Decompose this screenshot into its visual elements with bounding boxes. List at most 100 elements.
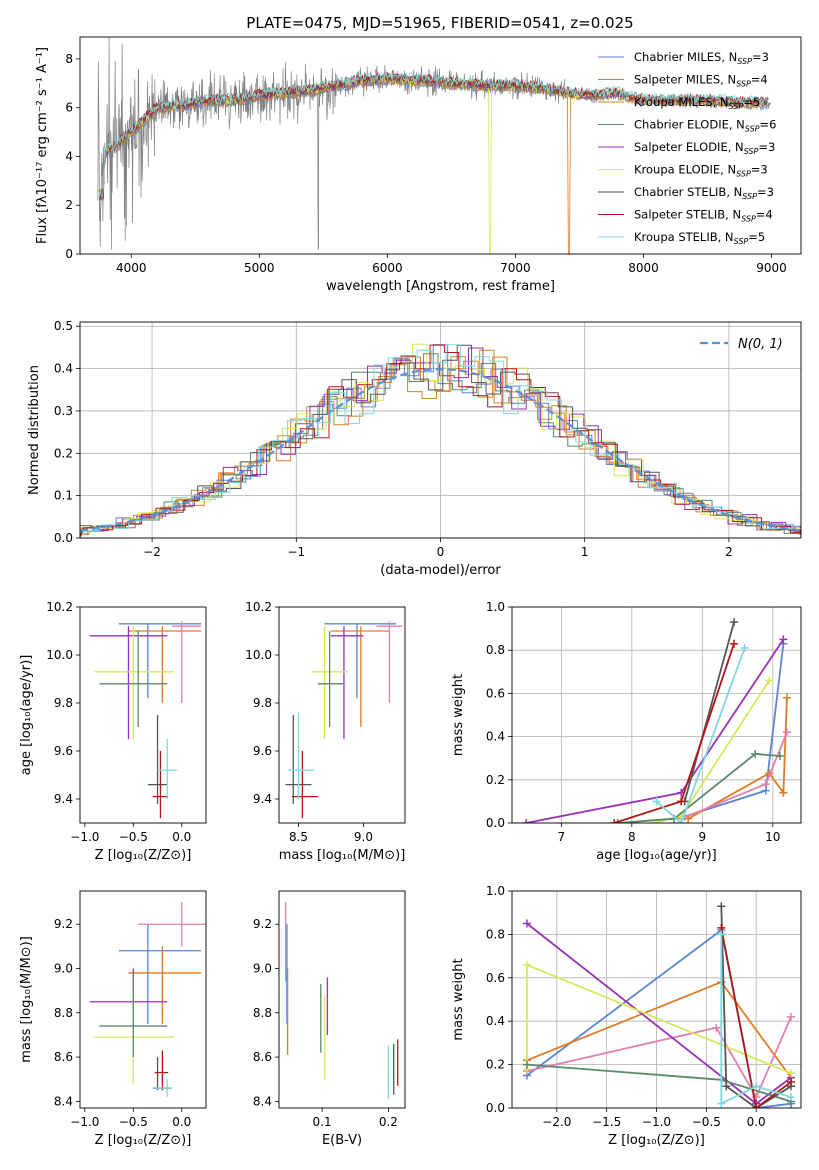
plot-area — [285, 621, 403, 819]
x-tick-label: −0.5 — [119, 1115, 148, 1129]
x-axis-label: Z [log₁₀(Z/Z⊙)] — [95, 848, 192, 863]
y-tick-label: 9.0 — [54, 962, 73, 976]
x-axis-label: wavelength [Angstrom, rest frame] — [326, 279, 555, 294]
plot-area — [80, 343, 801, 538]
y-tick-label: 8.6 — [54, 1050, 73, 1064]
legend-entry: N(0, 1) — [738, 337, 783, 352]
weight-marker — [730, 618, 739, 627]
panel-residuals: −2 −1 0 1 2 0.0 0.1 0.2 0.3 0.4 0.5 (data-model)/er… — [27, 319, 802, 578]
y-tick-label: 0.4 — [486, 730, 505, 744]
weight-series-line — [655, 647, 746, 823]
y-tick-label: 9.4 — [54, 792, 73, 806]
x-tick-label: −1 — [287, 545, 305, 559]
errorbar-point — [147, 715, 168, 804]
x-tick-label: 10 — [765, 830, 780, 844]
legend-entry: Kroupa STELIB, NSSP=5 — [634, 230, 765, 246]
panel-age_vs_mass: 8.5 9.0 9.4 9.6 9.8 10.0 10.2 mass [log₁₀(M/M⊙)… — [245, 600, 406, 863]
histogram-series — [80, 344, 801, 538]
weight-series-line — [687, 697, 788, 820]
y-tick-label: 9.2 — [253, 917, 272, 931]
y-axis-label: Flux [fλ10⁻¹⁷ erg cm⁻² s⁻¹ A⁻¹] — [35, 47, 50, 244]
x-tick-label: 7000 — [500, 261, 531, 275]
x-tick-label: 0.1 — [313, 1115, 332, 1129]
plot-frame — [79, 36, 802, 255]
histogram-series — [80, 347, 801, 538]
y-tick-label: 0.6 — [486, 686, 505, 700]
y-tick-label: 8.4 — [253, 1094, 272, 1108]
y-tick-label: 9.6 — [54, 744, 73, 758]
histogram-series — [80, 344, 801, 538]
y-axis-label: Normed distribution — [27, 365, 42, 495]
errorbar-point — [99, 972, 168, 1058]
x-tick-label: 0.0 — [172, 1115, 191, 1129]
plot-frame — [79, 890, 207, 1109]
weight-marker — [610, 819, 619, 823]
weight-marker — [522, 1060, 531, 1069]
y-tick-label: 10.0 — [245, 648, 272, 662]
x-axis-label: (data-model)/error — [380, 563, 501, 578]
legend-entry: Chabrier MILES, NSSP=3 — [634, 50, 769, 66]
weight-marker — [787, 1093, 796, 1102]
errorbar-point — [118, 924, 202, 1024]
x-tick-label: −2 — [143, 545, 161, 559]
y-axis-label: mass weight — [451, 958, 466, 1040]
errorbar-point — [89, 968, 168, 1035]
legend-entry: Salpeter ELODIE, NSSP=3 — [634, 140, 775, 156]
weight-series-line — [720, 934, 792, 1106]
errorbar-point — [152, 1079, 173, 1097]
weight-series-line — [526, 981, 792, 1079]
weight-series-line — [720, 906, 792, 1108]
plot-frame — [79, 606, 207, 824]
weight-marker — [782, 693, 791, 702]
weight-marker — [522, 919, 531, 928]
x-tick-label: 0 — [437, 545, 445, 559]
y-tick-label: 4 — [65, 149, 73, 163]
weight-marker — [751, 749, 760, 758]
x-tick-label: 8 — [628, 830, 636, 844]
y-tick-label: 0.2 — [54, 446, 73, 460]
y-tick-label: 0.0 — [486, 1101, 505, 1115]
x-axis-label: Z [log₁₀(Z/Z⊙)] — [95, 1133, 192, 1148]
y-tick-label: 0.2 — [486, 773, 505, 787]
y-tick-label: 10.2 — [46, 600, 73, 614]
x-axis-label: Z [log₁₀(Z/Z⊙)] — [608, 1133, 705, 1148]
x-tick-label: 8.5 — [289, 830, 308, 844]
weight-marker — [752, 1082, 761, 1091]
x-tick-label: 6000 — [372, 261, 403, 275]
y-tick-label: 0.0 — [486, 816, 505, 830]
y-axis-label: age [log₁₀(age/yr)] — [19, 655, 34, 776]
plot-area — [89, 621, 202, 819]
x-tick-label: −1.0 — [70, 1115, 99, 1129]
panel-weight_vs_Z: −2.0 −1.5 −1.0 −0.5 0.0 0.0 0.2 0.4 0.6 0.8 1.0 Z [… — [451, 884, 802, 1148]
x-tick-label: −0.5 — [692, 1115, 721, 1129]
errorbar-point — [154, 1050, 169, 1091]
legend-entry: Salpeter MILES, NSSP=4 — [634, 73, 768, 89]
weight-series-line — [720, 927, 792, 1108]
weight-marker — [717, 1099, 726, 1108]
plot-area — [522, 902, 796, 1108]
plot-frame — [278, 890, 406, 1109]
panel-weight_vs_age: 7 8 9 10 0.0 0.2 0.4 0.6 0.8 1.0 age [log₁₀(age/yr… — [451, 600, 802, 863]
x-tick-label: 2 — [725, 545, 733, 559]
histogram-series — [80, 353, 801, 538]
x-tick-label: 9 — [698, 830, 706, 844]
weight-marker — [775, 752, 784, 761]
plot-area — [284, 902, 399, 1100]
y-tick-label: 0.8 — [486, 643, 505, 657]
legend-entry: Chabrier STELIB, NSSP=3 — [634, 185, 774, 201]
weight-marker — [613, 819, 622, 823]
x-axis-label: mass [log₁₀(M/M⊙)] — [279, 848, 406, 863]
legend-entry: Kroupa MILES, NSSP=5 — [634, 95, 760, 111]
weight-marker — [522, 960, 531, 969]
y-tick-label: 0.2 — [486, 1058, 505, 1072]
x-tick-label: 9.0 — [354, 830, 373, 844]
x-tick-label: −2.0 — [542, 1115, 571, 1129]
x-tick-label: 0.2 — [379, 1115, 398, 1129]
y-tick-label: 0.0 — [54, 531, 73, 545]
y-tick-label: 2 — [65, 198, 73, 212]
normal-curve — [80, 367, 801, 532]
y-tick-label: 8.4 — [54, 1094, 73, 1108]
x-tick-label: 8000 — [628, 261, 659, 275]
legend-entry: Kroupa ELODIE, NSSP=3 — [634, 163, 768, 179]
